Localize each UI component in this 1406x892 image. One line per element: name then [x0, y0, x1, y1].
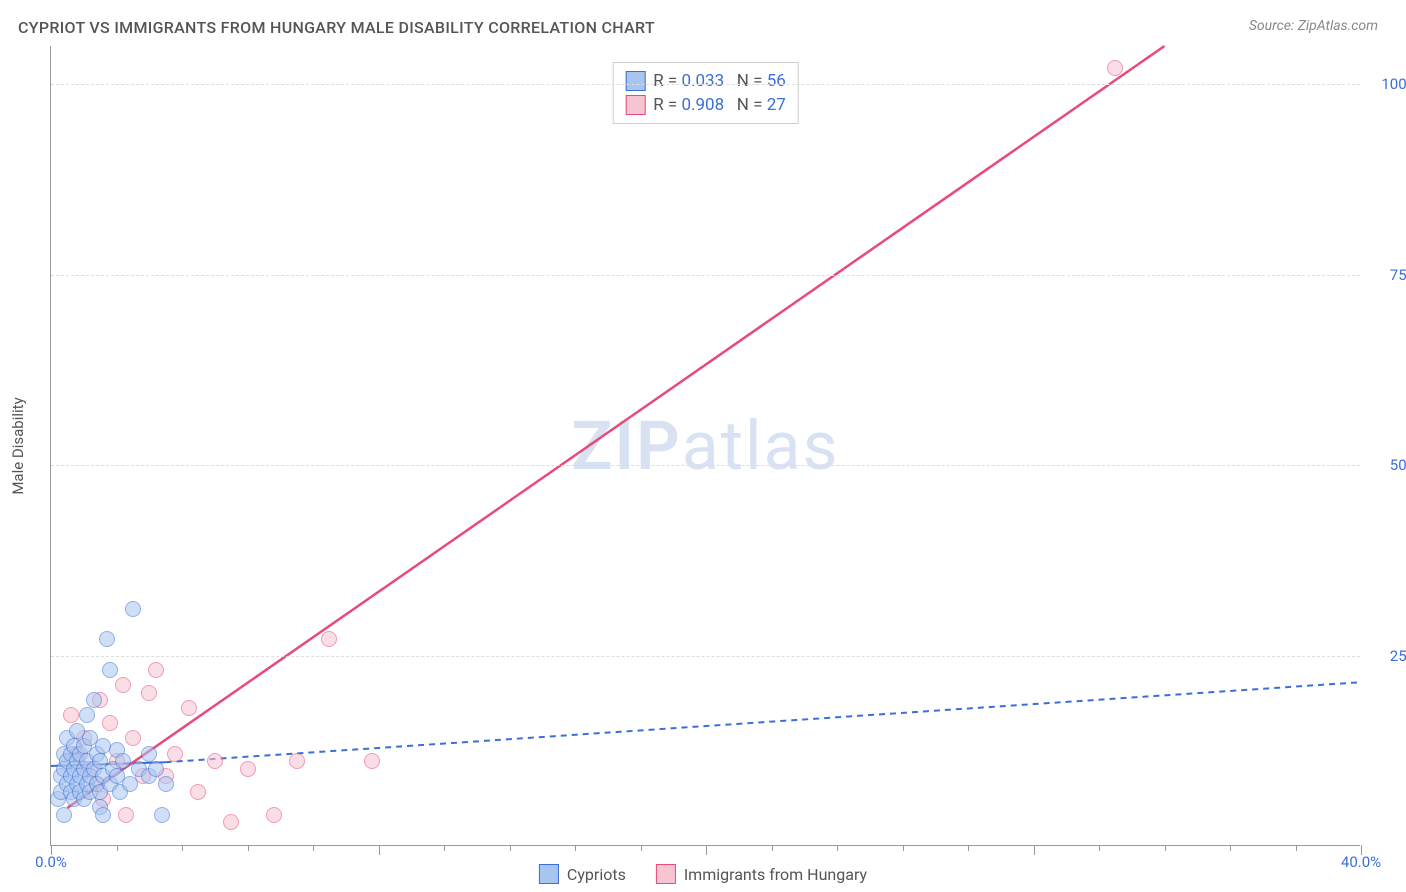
legend-label: Cypriots	[567, 865, 626, 884]
scatter-point	[99, 631, 115, 647]
x-tick	[706, 845, 707, 855]
chart-title: CYPRIOT VS IMMIGRANTS FROM HUNGARY MALE …	[18, 18, 655, 37]
scatter-point	[95, 807, 111, 823]
scatter-point	[207, 753, 223, 769]
scatter-point	[154, 807, 170, 823]
scatter-point	[364, 753, 380, 769]
x-minor-tick	[117, 845, 118, 851]
scatter-point	[321, 631, 337, 647]
scatter-point	[63, 707, 79, 723]
scatter-point	[190, 784, 206, 800]
stat-r-label: R = 0.908 N = 27	[653, 95, 786, 115]
x-minor-tick	[1165, 845, 1166, 851]
scatter-point	[79, 707, 95, 723]
grid-line	[51, 465, 1360, 466]
legend-item: Cypriots	[539, 864, 626, 884]
legend-swatch	[656, 864, 676, 884]
scatter-point	[223, 814, 239, 830]
y-tick-label: 75.0%	[1370, 266, 1406, 284]
x-tick-label: 40.0%	[1341, 853, 1381, 871]
x-minor-tick	[641, 845, 642, 851]
grid-line	[51, 656, 1360, 657]
x-minor-tick	[182, 845, 183, 851]
y-axis-label: Male Disability	[9, 397, 27, 494]
x-tick	[1034, 845, 1035, 855]
bottom-legend: Cypriots Immigrants from Hungary	[539, 864, 867, 884]
trend-line-b	[67, 46, 1164, 808]
watermark-zip: ZIP	[571, 406, 681, 486]
x-minor-tick	[837, 845, 838, 851]
stat-r-label: R = 0.033 N = 56	[653, 71, 786, 91]
watermark-atlas: atlas	[682, 406, 840, 486]
watermark: ZIPatlas	[571, 406, 839, 486]
y-tick-label: 100.0%	[1370, 75, 1406, 93]
legend-label: Immigrants from Hungary	[684, 865, 867, 884]
x-minor-tick	[248, 845, 249, 851]
scatter-point	[181, 700, 197, 716]
scatter-point	[86, 692, 102, 708]
scatter-point	[148, 761, 164, 777]
scatter-point	[102, 715, 118, 731]
x-minor-tick	[313, 845, 314, 851]
scatter-point	[266, 807, 282, 823]
y-tick-label: 25.0%	[1370, 647, 1406, 665]
x-minor-tick	[575, 845, 576, 851]
scatter-point	[125, 601, 141, 617]
stats-legend: R = 0.033 N = 56 R = 0.908 N = 27	[612, 62, 799, 124]
scatter-point	[240, 761, 256, 777]
x-minor-tick	[1296, 845, 1297, 851]
scatter-point	[125, 730, 141, 746]
stats-legend-row: R = 0.033 N = 56	[625, 69, 786, 93]
scatter-point	[141, 685, 157, 701]
x-minor-tick	[903, 845, 904, 851]
legend-item: Immigrants from Hungary	[656, 864, 867, 884]
x-minor-tick	[444, 845, 445, 851]
legend-swatch	[539, 864, 559, 884]
scatter-point	[56, 807, 72, 823]
scatter-point	[102, 662, 118, 678]
x-minor-tick	[968, 845, 969, 851]
scatter-point	[289, 753, 305, 769]
scatter-point	[115, 753, 131, 769]
x-tick	[379, 845, 380, 855]
plot-area: ZIPatlas R = 0.033 N = 56 R = 0.908 N = 2…	[50, 46, 1360, 846]
grid-line	[51, 84, 1360, 85]
source-attribution: Source: ZipAtlas.com	[1249, 18, 1378, 34]
scatter-point	[115, 677, 131, 693]
trend-lines-svg	[51, 46, 1360, 845]
legend-swatch	[625, 71, 645, 91]
scatter-point	[122, 776, 138, 792]
grid-line	[51, 275, 1360, 276]
trend-line-a-dash	[166, 682, 1361, 762]
scatter-point	[167, 746, 183, 762]
scatter-point	[141, 746, 157, 762]
stats-legend-row: R = 0.908 N = 27	[625, 93, 786, 117]
scatter-point	[148, 662, 164, 678]
legend-swatch	[625, 95, 645, 115]
x-minor-tick	[1099, 845, 1100, 851]
x-minor-tick	[772, 845, 773, 851]
scatter-point	[1107, 60, 1123, 76]
x-minor-tick	[510, 845, 511, 851]
scatter-point	[118, 807, 134, 823]
scatter-point	[158, 776, 174, 792]
x-tick-label: 0.0%	[35, 853, 67, 871]
x-minor-tick	[1230, 845, 1231, 851]
y-tick-label: 50.0%	[1370, 456, 1406, 474]
